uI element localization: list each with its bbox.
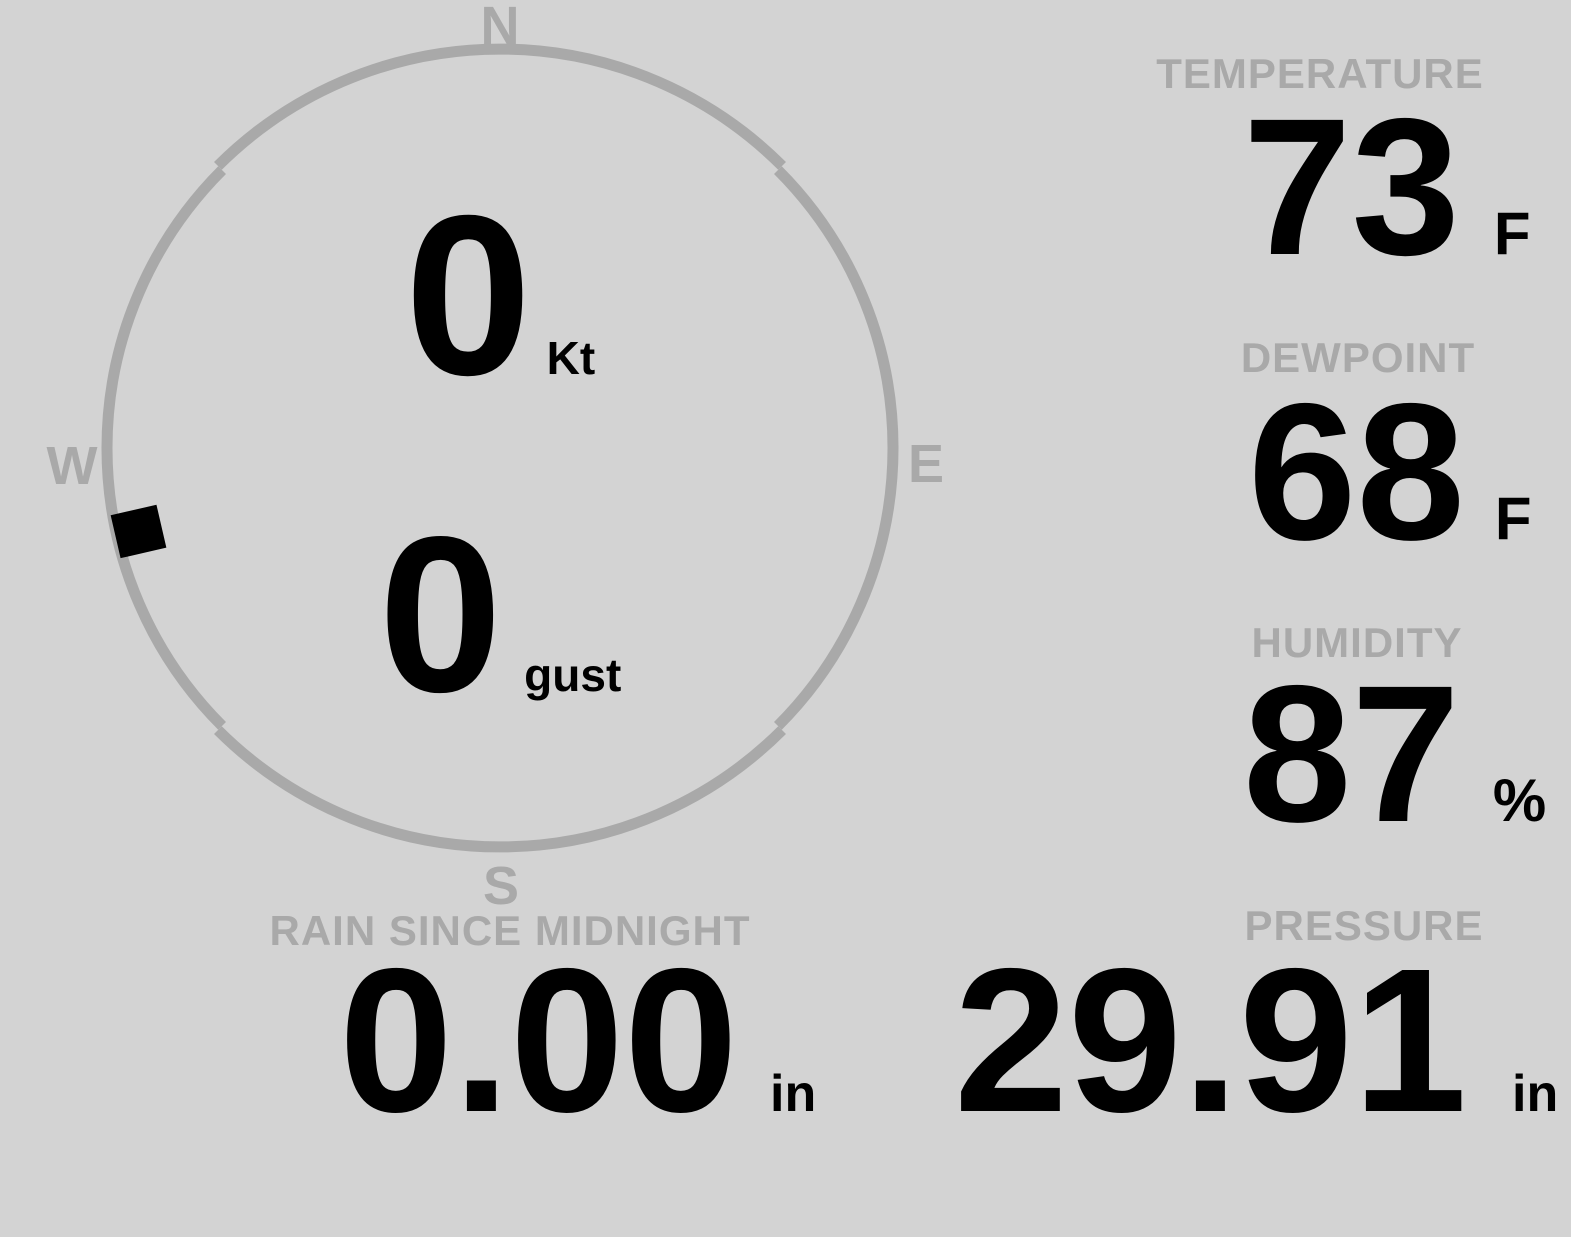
wind-speed-value: 0	[404, 169, 532, 423]
pressure-value: 29.91	[954, 926, 1468, 1155]
rain-label: RAIN SINCE MIDNIGHT	[269, 907, 751, 954]
compass-ring-left	[101, 166, 226, 730]
compass-ring-right	[774, 166, 899, 730]
temperature-unit: F	[1493, 200, 1531, 267]
pressure-readout: 29.91 in	[954, 938, 1558, 1143]
compass-label-east: E	[907, 434, 945, 494]
humidity-unit: %	[1492, 767, 1547, 834]
wind-speed-unit: Kt	[546, 332, 596, 384]
dewpoint-value: 68	[1248, 363, 1465, 581]
dewpoint-unit: F	[1494, 485, 1532, 552]
dewpoint-label: DEWPOINT	[1240, 334, 1476, 381]
compass-ring-bottom	[214, 726, 786, 853]
pressure-unit: in	[1512, 1065, 1559, 1123]
compass-label-west: W	[46, 436, 98, 496]
dewpoint-readout: 68 F	[1248, 375, 1532, 570]
wind-direction-marker	[110, 504, 167, 559]
rain-value: 0.00	[339, 926, 738, 1155]
rain-readout: 0.00 in	[339, 938, 816, 1143]
pressure-label: PRESSURE	[1244, 902, 1484, 949]
rain-unit: in	[770, 1065, 817, 1123]
wind-speed-readout: 0 Kt	[0, 182, 1000, 410]
wind-gust-readout: 0 gust	[0, 504, 1000, 726]
compass-label-south: S	[482, 856, 520, 916]
temperature-label: TEMPERATURE	[1156, 50, 1484, 97]
wind-gust-unit: gust	[524, 649, 622, 701]
humidity-readout: 87 %	[1243, 657, 1546, 852]
temperature-readout: 73 F	[1243, 90, 1531, 285]
temperature-value: 73	[1243, 78, 1460, 296]
humidity-value: 87	[1243, 645, 1460, 863]
wind-compass	[101, 43, 899, 853]
humidity-label: HUMIDITY	[1251, 619, 1463, 666]
compass-label-north: N	[480, 0, 520, 56]
compass-ring-top	[214, 43, 786, 170]
wind-gust-value: 0	[378, 491, 503, 739]
